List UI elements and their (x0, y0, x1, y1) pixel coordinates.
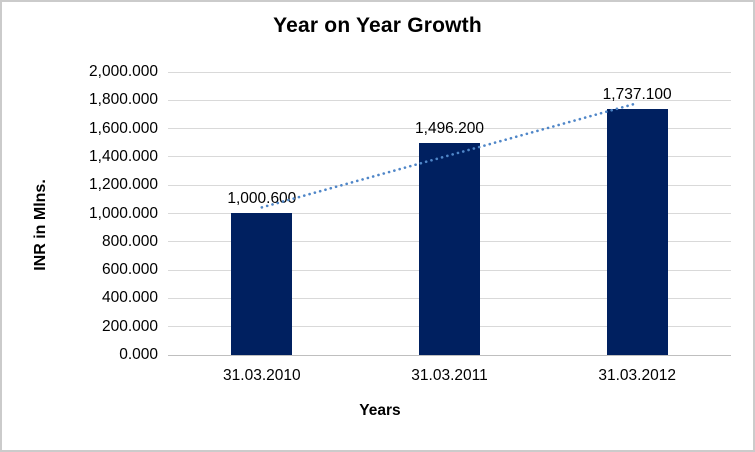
y-tick-label: 600.000 (101, 261, 158, 279)
bar-31.03.2010 (231, 213, 293, 355)
x-tick-label: 31.03.2011 (411, 367, 488, 384)
trendline (260, 101, 639, 209)
y-tick-label: 1,400.000 (89, 147, 158, 165)
y-tick-label: 1,800.000 (89, 91, 158, 109)
y-tick-label: 200.000 (101, 317, 158, 335)
y-gridline (168, 128, 731, 130)
chart-title: Year on Year Growth (273, 14, 482, 37)
x-axis-line (168, 354, 731, 356)
y-tick-label: 400.000 (101, 289, 158, 307)
y-tick-label: 1,600.000 (89, 119, 158, 137)
x-tick-label: 31.03.2012 (598, 367, 676, 384)
x-axis-title: Years (359, 402, 401, 419)
y-tick-label: 2,000.000 (89, 63, 158, 80)
y-gridline (168, 71, 731, 73)
y-gridline (168, 99, 731, 101)
y-tick-label: 800.000 (101, 232, 158, 250)
bar-value-label: 1,737.100 (602, 86, 672, 104)
bar-value-label: 1,496.200 (415, 120, 484, 138)
y-tick-label: 1,200.000 (89, 176, 158, 194)
bar-31.03.2012 (606, 109, 668, 355)
x-tick-label: 31.03.2010 (223, 367, 301, 384)
y-tick-label: 1,000.000 (89, 204, 158, 222)
plot-area: 1,000.600 1,496.200 1,737.100 (168, 71, 731, 356)
y-tick-label: 0.000 (119, 346, 158, 363)
bar-31.03.2011 (419, 143, 480, 355)
